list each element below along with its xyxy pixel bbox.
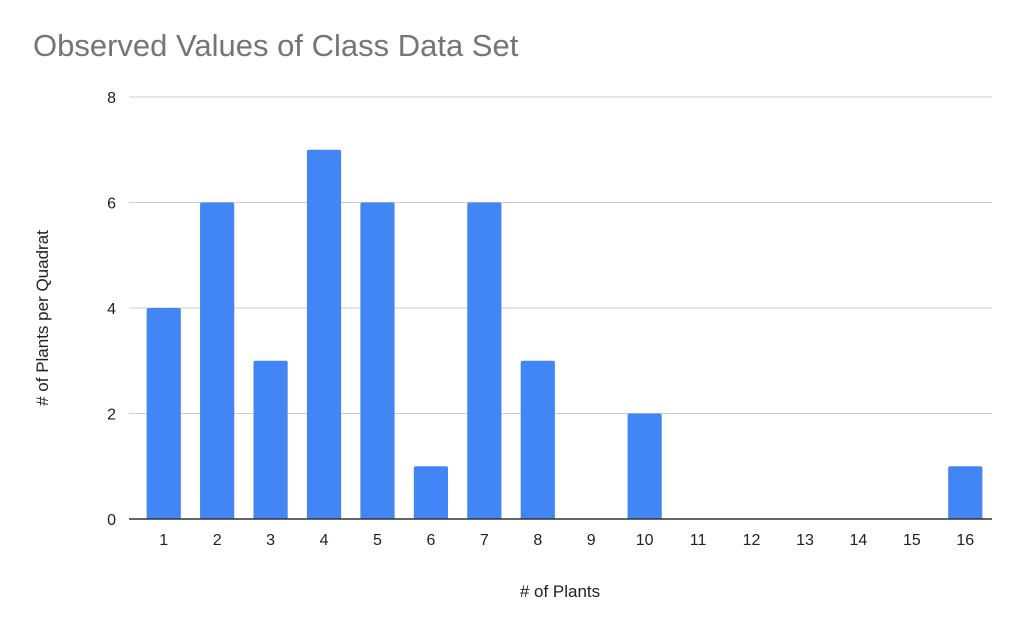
x-tick-label: 14	[850, 532, 868, 549]
bars	[146, 149, 983, 519]
y-tick-label: 2	[107, 407, 116, 424]
bar	[306, 149, 342, 519]
bar	[360, 202, 395, 519]
x-tick-label: 16	[956, 532, 974, 549]
bar	[627, 413, 662, 519]
x-tick-label: 4	[320, 532, 329, 549]
x-tick-label: 11	[690, 532, 707, 549]
y-tick-labels: 0 2 4 6 8	[107, 90, 116, 529]
bar	[520, 360, 555, 519]
x-tick-label: 8	[533, 532, 542, 549]
bar	[253, 360, 288, 519]
x-tick-label: 15	[903, 532, 921, 549]
x-tick-label: 6	[426, 532, 435, 549]
bar	[146, 308, 181, 519]
x-tick-label: 7	[480, 532, 489, 549]
x-axis-title: # of Plants	[520, 582, 600, 601]
y-tick-label: 4	[107, 301, 116, 318]
x-tick-label: 3	[266, 532, 275, 549]
x-tick-label: 1	[159, 532, 168, 549]
bar	[948, 466, 983, 519]
y-axis-title: # of Plants per Quadrat	[33, 230, 52, 406]
x-tick-label: 13	[796, 532, 814, 549]
x-tick-label: 2	[213, 532, 222, 549]
y-tick-label: 6	[107, 196, 116, 213]
x-tick-label: 5	[373, 532, 382, 549]
bar	[467, 202, 502, 519]
y-tick-label: 0	[107, 512, 116, 529]
x-tick-labels: 1 2 3 4 5 6 7 8 9 10 11 12 13 14 15 16	[159, 532, 974, 549]
chart-title: Observed Values of Class Data Set	[33, 28, 519, 63]
x-tick-label: 10	[636, 532, 654, 549]
y-tick-label: 8	[107, 90, 116, 107]
bar	[413, 466, 449, 519]
bar	[200, 202, 235, 519]
x-tick-label: 9	[587, 532, 596, 549]
x-tick-label: 12	[743, 532, 761, 549]
